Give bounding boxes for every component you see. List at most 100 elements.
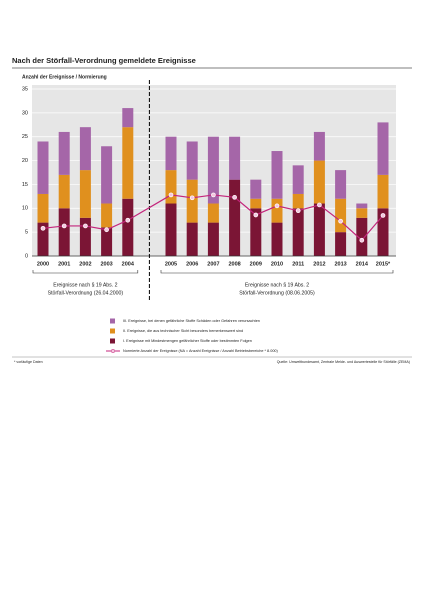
legend-label: Normierte Anzahl der Ereignisse (NA = An… [123,349,279,353]
bar-segment [122,108,134,128]
bar-segment [58,174,70,209]
bar-segment [165,203,177,256]
x-tick-label: 2002 [79,261,91,267]
period-bracket [160,270,394,274]
line-point [317,202,322,208]
bar-segment [335,198,347,233]
bar-segment [101,203,113,228]
bar-segment [292,193,304,209]
bar-segment [250,198,262,209]
bar-segment [37,193,49,223]
line-point [189,195,195,201]
x-tick-label: 2008 [228,261,240,267]
y-tick-label: 25 [22,134,28,140]
bar-segment [229,179,241,256]
bar-segment [356,208,368,218]
legend-swatch [110,318,115,324]
bar-segment [377,122,389,175]
line-point [359,237,365,243]
legend-swatch [110,338,115,344]
bar-segment [165,136,177,171]
bar-segment [79,217,91,256]
y-tick-label: 35 [22,86,28,92]
bar-segment [377,174,389,209]
bar-segment [165,170,177,204]
bar-segment [313,203,325,256]
bar-segment [335,170,347,199]
x-tick-label: 2006 [186,261,198,267]
period-label: Ereignisse nach § 19 Abs. 2 [245,282,309,288]
bar-segment [271,222,283,256]
line-point [211,192,216,198]
legend-swatch [110,328,115,334]
line-point [274,203,280,209]
x-tick-label: 2001 [58,261,70,267]
y-tick-label: 15 [22,182,28,188]
bar-segment [356,203,368,209]
x-tick-label: 2003 [100,261,112,267]
bar-segment [292,165,304,194]
y-axis-label: Anzahl der Ereignisse / Normierung [22,74,107,80]
source: Quelle: Umweltbundesamt, Zentrale Melde-… [277,360,410,364]
bar-segment [79,127,91,171]
y-tick-label: 0 [25,253,28,259]
legend-marker [110,348,116,354]
bar-segment [186,222,198,256]
line-point [40,225,46,231]
line-point [338,218,343,224]
bar-segment [229,136,241,180]
bar-segment [186,179,198,223]
period-label: Störfall-Verordnung (08.06.2005) [239,290,315,296]
bar-segment [313,160,325,204]
bar-segment [271,151,283,199]
x-tick-label: 2004 [122,261,135,267]
period-bracket [32,270,139,274]
line-point [380,213,386,218]
bar-segment [250,179,262,199]
x-tick-label: 2015* [376,261,391,267]
x-tick-label: 2014 [356,261,369,267]
x-tick-label: 2013 [334,261,346,267]
line-point [83,223,88,229]
period-label: Störfall-Verordnung (26.04.2000) [48,290,124,296]
line-series [42,194,384,242]
bar-segment [101,227,113,256]
y-tick-label: 5 [25,230,28,236]
x-tick-label: 2007 [207,261,219,267]
legend-label: I. Ereignisse mit Mindestmengen gefährli… [123,339,252,343]
bar-segment [292,208,304,256]
line-point [168,192,174,198]
y-tick-label: 10 [22,206,28,212]
bar-segment [335,232,347,256]
line-point [104,227,109,233]
chart-title: Nach der Störfall-Verordnung gemeldete E… [12,56,196,65]
line-point [232,194,237,200]
y-tick-label: 20 [22,158,28,164]
bar-segment [101,146,113,204]
bar-segment [186,141,198,180]
bar-segment [37,141,49,194]
bar-segment [122,198,134,256]
bar-segment [271,198,283,223]
bar-segment [79,170,91,218]
bar-segment [207,203,219,223]
bar-segment [377,208,389,256]
bar-segment [356,217,368,256]
legend-label: II. Ereignisse, die aus technischer Sich… [123,329,243,333]
line-point [61,223,67,229]
x-tick-label: 2012 [313,261,325,267]
footnote: * vorläufige Daten [14,360,43,364]
x-tick-label: 2009 [250,261,262,267]
x-tick-label: 2005 [165,261,177,267]
x-tick-label: 2011 [292,261,304,267]
line-point [295,208,301,214]
legend-label: III. Ereignisse, bei denen gefährliche S… [123,319,260,323]
bar-segment [250,208,262,256]
x-tick-label: 2010 [271,261,283,267]
line-point [253,212,259,218]
line-point [125,217,131,223]
bar-segment [58,131,70,175]
period-label: Ereignisse nach § 19 Abs. 2 [53,282,117,288]
